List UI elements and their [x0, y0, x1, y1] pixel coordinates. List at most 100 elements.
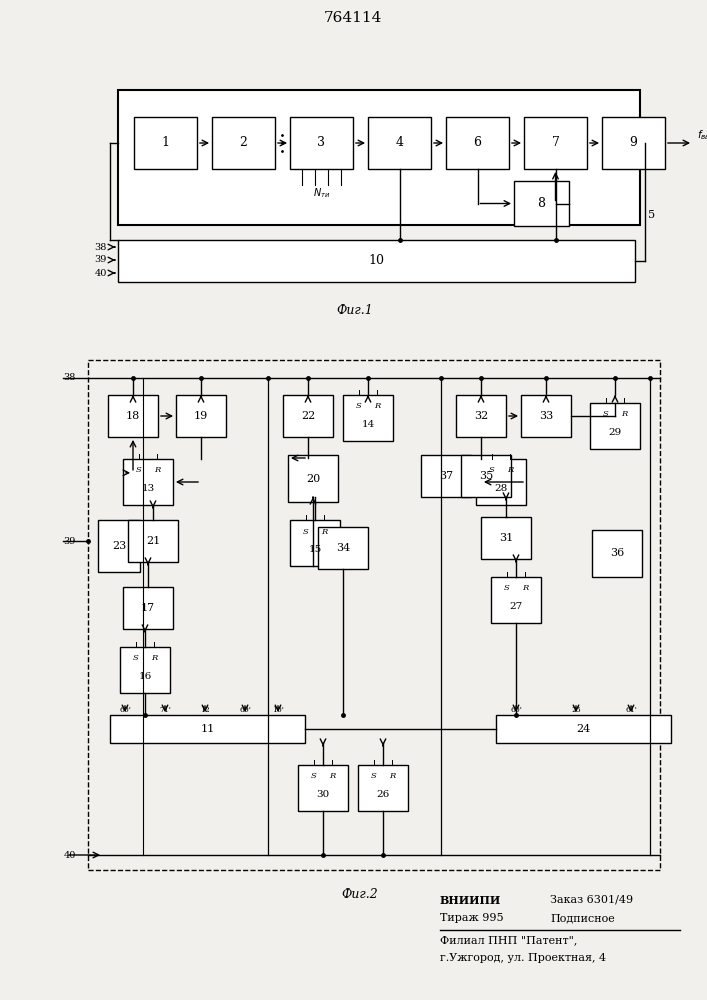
Text: 28: 28: [494, 484, 508, 493]
Text: Заказ 6301/49: Заказ 6301/49: [550, 895, 633, 905]
Text: 5: 5: [648, 210, 655, 220]
Text: 22: 22: [301, 411, 315, 421]
Text: S: S: [504, 584, 510, 592]
Bar: [290, 520, 340, 566]
Bar: [118, 240, 635, 282]
Text: R: R: [522, 584, 528, 592]
Text: 18: 18: [126, 411, 140, 421]
Text: $f_{вых}$: $f_{вых}$: [697, 128, 707, 142]
Bar: [120, 647, 170, 693]
Text: 23: 23: [112, 541, 126, 551]
Bar: [358, 765, 408, 811]
Bar: [514, 181, 569, 226]
Text: S: S: [489, 466, 495, 475]
Text: Фиг.2: Фиг.2: [341, 888, 378, 902]
Text: 10': 10': [272, 706, 284, 714]
Text: 20: 20: [306, 474, 320, 484]
Text: 38: 38: [64, 373, 76, 382]
Text: 71': 71': [159, 706, 171, 714]
Text: 9: 9: [629, 136, 638, 149]
Text: 60': 60': [119, 706, 131, 714]
Text: 1: 1: [161, 136, 170, 149]
Text: 34: 34: [336, 543, 350, 553]
Text: 33: 33: [539, 411, 553, 421]
Text: 7: 7: [551, 136, 559, 149]
Bar: [496, 715, 671, 743]
Text: 35: 35: [479, 471, 493, 481]
Text: R: R: [151, 654, 157, 662]
Text: 13: 13: [141, 484, 155, 493]
Text: 10: 10: [368, 254, 385, 267]
Bar: [491, 577, 541, 623]
Text: 24: 24: [576, 724, 590, 734]
Text: 39: 39: [95, 255, 107, 264]
Text: S: S: [136, 466, 142, 475]
Text: 11: 11: [200, 724, 215, 734]
Bar: [290, 117, 353, 169]
Text: 38: 38: [95, 242, 107, 251]
Text: 16: 16: [139, 672, 151, 681]
Bar: [456, 395, 506, 437]
Bar: [446, 117, 509, 169]
Text: 8: 8: [537, 197, 546, 210]
Bar: [461, 455, 511, 497]
Text: Фиг.1: Фиг.1: [337, 304, 373, 316]
Bar: [283, 395, 333, 437]
Bar: [521, 395, 571, 437]
Text: 39: 39: [64, 536, 76, 546]
Bar: [108, 395, 158, 437]
Text: S: S: [133, 654, 139, 662]
Text: R: R: [154, 466, 160, 475]
Bar: [592, 530, 642, 577]
Text: 69': 69': [239, 706, 251, 714]
Bar: [98, 520, 140, 572]
Text: 4: 4: [395, 136, 404, 149]
Text: 6: 6: [474, 136, 481, 149]
Text: R: R: [507, 466, 513, 475]
Text: $N_{ти}$: $N_{ти}$: [312, 186, 330, 200]
Bar: [476, 459, 526, 505]
Text: 27: 27: [509, 602, 522, 611]
Text: R: R: [329, 772, 335, 780]
Text: 12: 12: [200, 706, 210, 714]
Bar: [343, 395, 393, 441]
Bar: [368, 117, 431, 169]
Text: S: S: [303, 528, 309, 536]
Bar: [118, 90, 640, 225]
Text: 29: 29: [609, 428, 621, 437]
Text: R: R: [321, 528, 327, 536]
Text: 36: 36: [610, 548, 624, 558]
Bar: [88, 360, 660, 870]
Text: 30: 30: [316, 790, 329, 799]
Text: 31: 31: [499, 533, 513, 543]
Text: Филиал ПНП "Патент",: Филиал ПНП "Патент",: [440, 935, 578, 945]
Bar: [123, 459, 173, 505]
Bar: [481, 517, 531, 559]
Text: 17: 17: [141, 603, 155, 613]
Text: 37: 37: [439, 471, 453, 481]
Bar: [288, 455, 338, 502]
Text: ВНИИПИ: ВНИИПИ: [440, 894, 501, 906]
Bar: [590, 403, 640, 449]
Text: 3: 3: [317, 136, 325, 149]
Text: 2: 2: [240, 136, 247, 149]
Text: 764114: 764114: [324, 11, 382, 25]
Text: 40: 40: [95, 268, 107, 277]
Text: 61': 61': [625, 706, 637, 714]
Bar: [110, 715, 305, 743]
Bar: [123, 587, 173, 629]
Bar: [602, 117, 665, 169]
Text: Подписное: Подписное: [550, 913, 615, 923]
Text: г.Ужгород, ул. Проектная, 4: г.Ужгород, ул. Проектная, 4: [440, 953, 606, 963]
Bar: [212, 117, 275, 169]
Bar: [176, 395, 226, 437]
Text: 40: 40: [64, 850, 76, 859]
Text: 21: 21: [146, 536, 160, 546]
Text: R: R: [621, 410, 627, 418]
Bar: [128, 520, 178, 562]
Bar: [421, 455, 471, 497]
Text: 26: 26: [376, 790, 390, 799]
Bar: [134, 117, 197, 169]
Text: S: S: [603, 410, 609, 418]
Text: S: S: [311, 772, 317, 780]
